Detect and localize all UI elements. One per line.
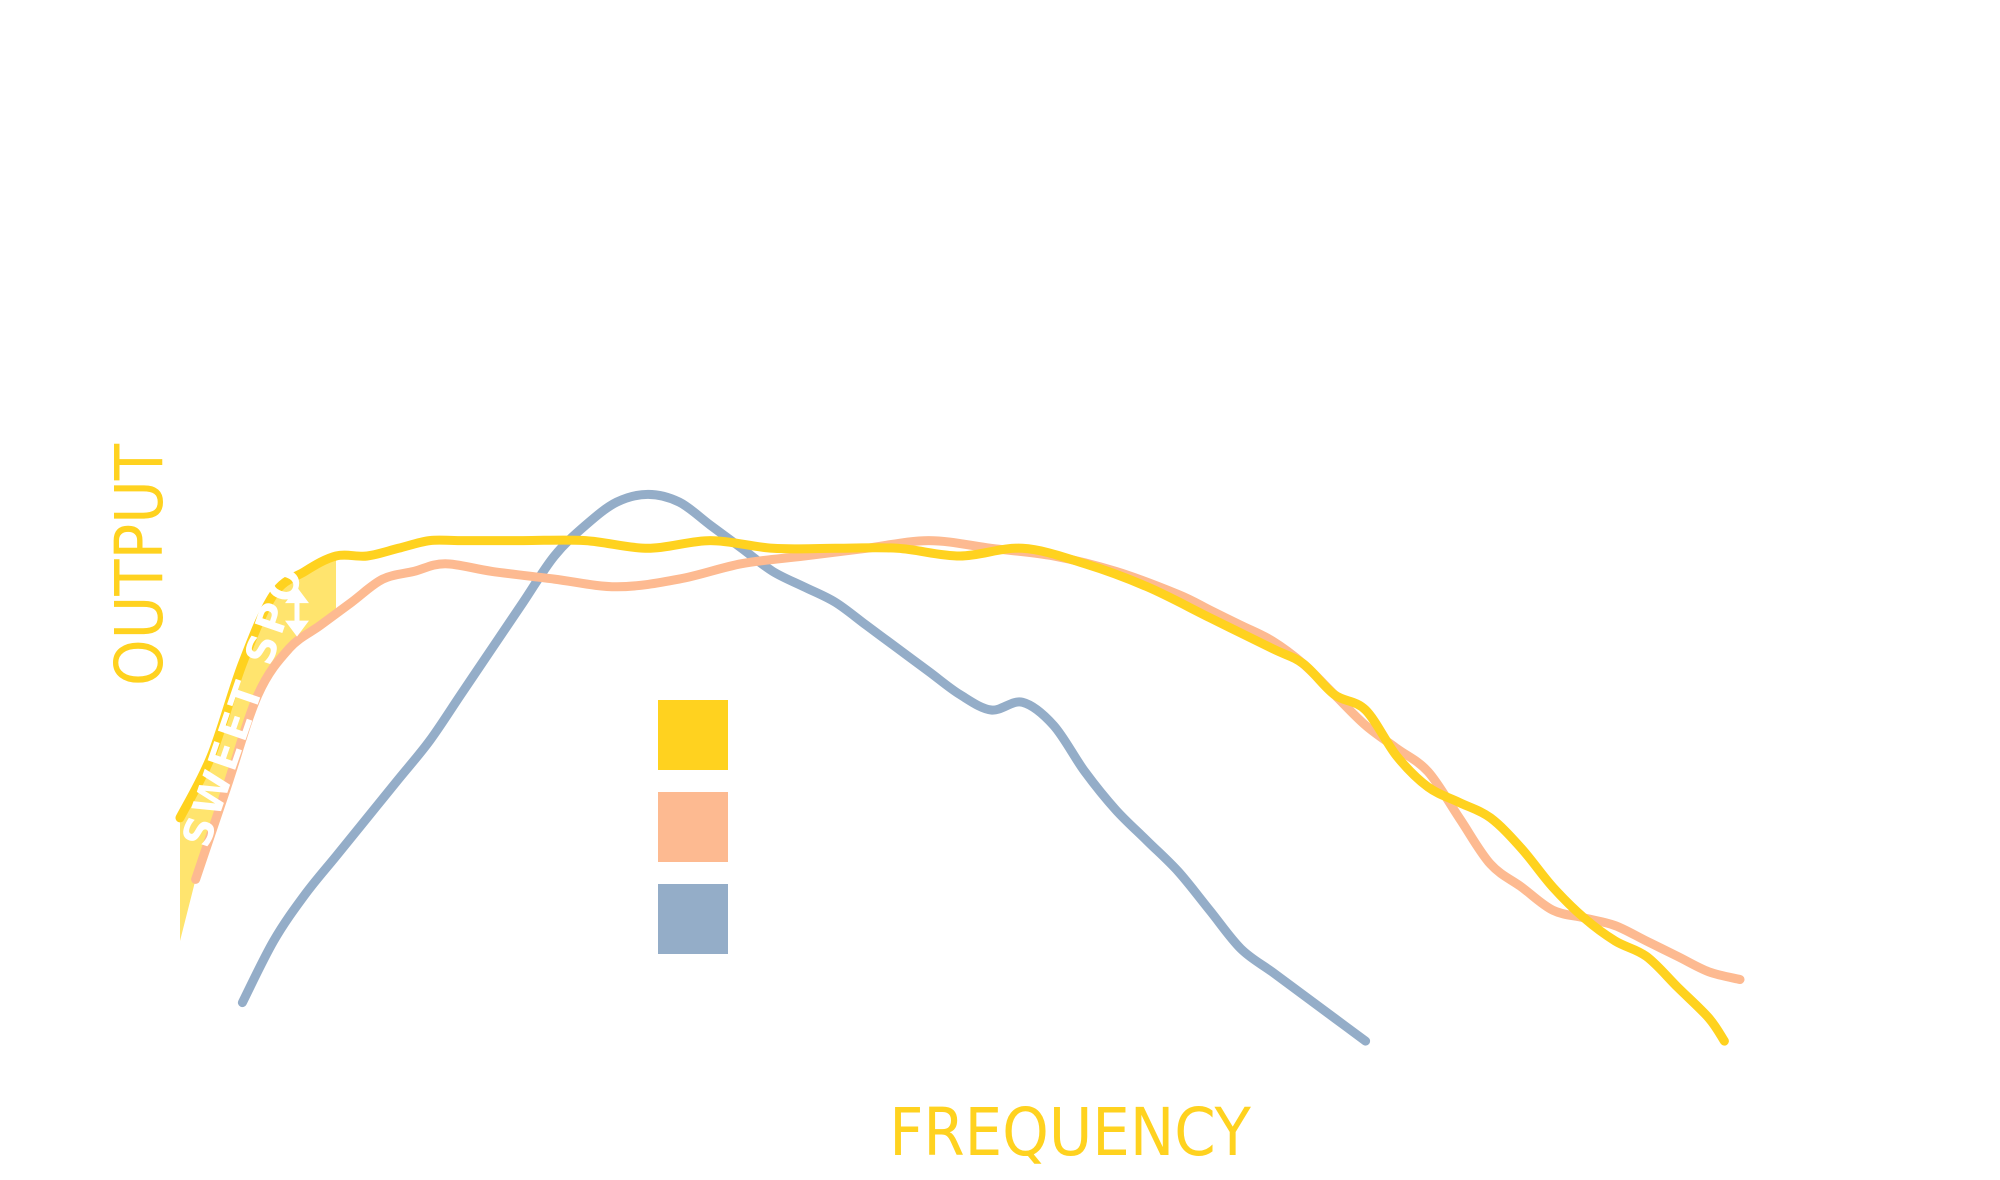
series-layer <box>175 489 1745 1046</box>
series-line-2 <box>191 536 1745 984</box>
annotation-layer: SWEET SPOT <box>174 528 324 853</box>
legend-swatch-1 <box>658 700 728 770</box>
sweet-spot-label: SWEET SPOT <box>174 528 324 853</box>
legend-swatch-3 <box>658 884 728 954</box>
legend <box>658 700 728 954</box>
y-axis-label: OUTPUT <box>101 443 178 686</box>
legend-swatch-2 <box>658 792 728 862</box>
sweet-spot-arrow-up <box>285 587 309 604</box>
series-line-3 <box>237 489 1371 1046</box>
series-line-1 <box>175 535 1729 1046</box>
x-axis-label: FREQUENCY <box>889 1094 1251 1171</box>
sweet-spot-arrow-down <box>285 620 309 637</box>
